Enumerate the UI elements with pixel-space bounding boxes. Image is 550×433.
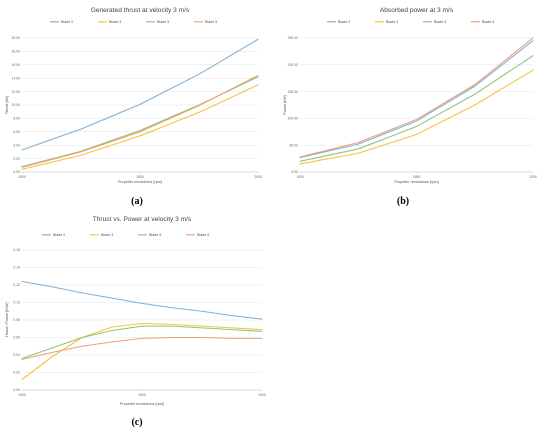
series-line-blade-0	[299, 40, 534, 159]
x-tick-label: 1500	[413, 175, 421, 179]
y-tick-label: 0.00	[13, 170, 20, 174]
y-tick-label: 18.00	[12, 50, 21, 54]
y-tick-label: 0.16	[13, 248, 20, 252]
subfigure-label: (a)	[131, 196, 143, 207]
legend-label: Blade 5	[149, 233, 161, 237]
series-line-blade-5	[21, 76, 259, 168]
series-line-blade-3	[299, 69, 534, 165]
x-tick-label: 1000	[18, 393, 26, 397]
x-axis-label: Propeller revolutions [rpm]	[394, 180, 438, 184]
y-tick-label: 0.00	[13, 388, 20, 392]
y-tick-label: 0.00	[291, 170, 298, 174]
series-line-blade-5	[299, 55, 534, 162]
y-tick-label: 20.00	[12, 36, 21, 40]
series-line-blade-0	[21, 38, 259, 151]
y-tick-label: 0.10	[13, 301, 20, 305]
series-line-blade-6	[21, 336, 263, 360]
x-tick-label: 2000	[529, 175, 537, 179]
x-tick-label: 2000	[258, 393, 266, 397]
legend-label: Blade 0	[338, 20, 350, 24]
x-axis-label: Propeller revolutions [rpm]	[120, 402, 164, 406]
x-tick-label: 1000	[18, 175, 26, 179]
y-tick-label: 0.02	[13, 371, 20, 375]
y-tick-label: 100.00	[288, 117, 298, 121]
x-tick-label: 1500	[138, 393, 146, 397]
y-tick-label: 50.00	[290, 143, 299, 147]
legend-label: Blade 3	[101, 233, 113, 237]
legend-label: Blade 6	[482, 20, 494, 24]
y-tick-label: 200.00	[288, 63, 298, 67]
thrust-vs-power-chart: Thrust vs. Power at velocity 3 m/s Blade …	[5, 216, 266, 428]
x-tick-label: 2000	[254, 175, 262, 179]
series-line-blade-0	[21, 280, 263, 320]
y-tick-label: 250.00	[288, 36, 298, 40]
y-tick-label: 0.12	[13, 283, 20, 287]
chart-title: Thrust vs. Power at velocity 3 m/s	[93, 216, 192, 223]
series-line-blade-5	[21, 325, 263, 360]
x-tick-label: 1500	[136, 175, 144, 179]
x-tick-label: 1000	[296, 175, 304, 179]
y-tick-label: 12.00	[12, 90, 21, 94]
chart-title: Absorbed power at 3 m/s	[380, 7, 454, 14]
x-axis-label: Propeller revolutions [rpm]	[118, 180, 162, 184]
y-tick-label: 150.00	[288, 90, 298, 94]
y-tick-label: 6.00	[13, 130, 20, 134]
y-tick-label: 0.04	[13, 353, 20, 357]
chart-panel-b: Absorbed power at 3 m/s Blade 0 Blade 3 Bla…	[275, 0, 550, 210]
legend-label: Blade 5	[157, 20, 169, 24]
chart-title: Generated thrust at velocity 3 m/s	[91, 7, 190, 14]
y-tick-label: 10.00	[12, 103, 21, 107]
thrust-chart: Generated thrust at velocity 3 m/s Blade …	[5, 7, 262, 207]
legend-label: Blade 6	[205, 20, 217, 24]
legend-label: Blade 3	[109, 20, 121, 24]
y-tick-label: 0.08	[13, 318, 20, 322]
y-tick-label: 0.14	[13, 266, 20, 270]
y-tick-label: 14.00	[12, 76, 21, 80]
y-axis-label: Thrust / Power [N/W]	[5, 302, 9, 337]
y-tick-label: 0.06	[13, 336, 20, 340]
series-line-blade-6	[21, 74, 259, 168]
chart-panel-c: Thrust vs. Power at velocity 3 m/s Blade …	[0, 210, 275, 433]
y-tick-label: 2.00	[13, 157, 20, 161]
y-axis-label: Power [kW]	[283, 95, 287, 114]
chart-panel-a: Generated thrust at velocity 3 m/s Blade …	[0, 0, 275, 210]
power-chart: Absorbed power at 3 m/s Blade 0 Blade 3 Bla…	[283, 7, 537, 207]
series-line-blade-6	[299, 37, 534, 158]
legend-label: Blade 5	[434, 20, 446, 24]
subfigure-label: (b)	[397, 196, 409, 207]
y-tick-label: 4.00	[13, 143, 20, 147]
y-tick-label: 8.00	[13, 117, 20, 121]
y-tick-label: 16.00	[12, 63, 21, 67]
subfigure-label: (c)	[131, 417, 142, 428]
legend-label: Blade 6	[197, 233, 209, 237]
legend-label: Blade 3	[386, 20, 398, 24]
series-line-blade-3	[21, 84, 259, 170]
y-axis-label: Thrust [kN]	[5, 96, 9, 115]
legend-label: Blade 0	[53, 233, 65, 237]
legend-label: Blade 0	[61, 20, 73, 24]
